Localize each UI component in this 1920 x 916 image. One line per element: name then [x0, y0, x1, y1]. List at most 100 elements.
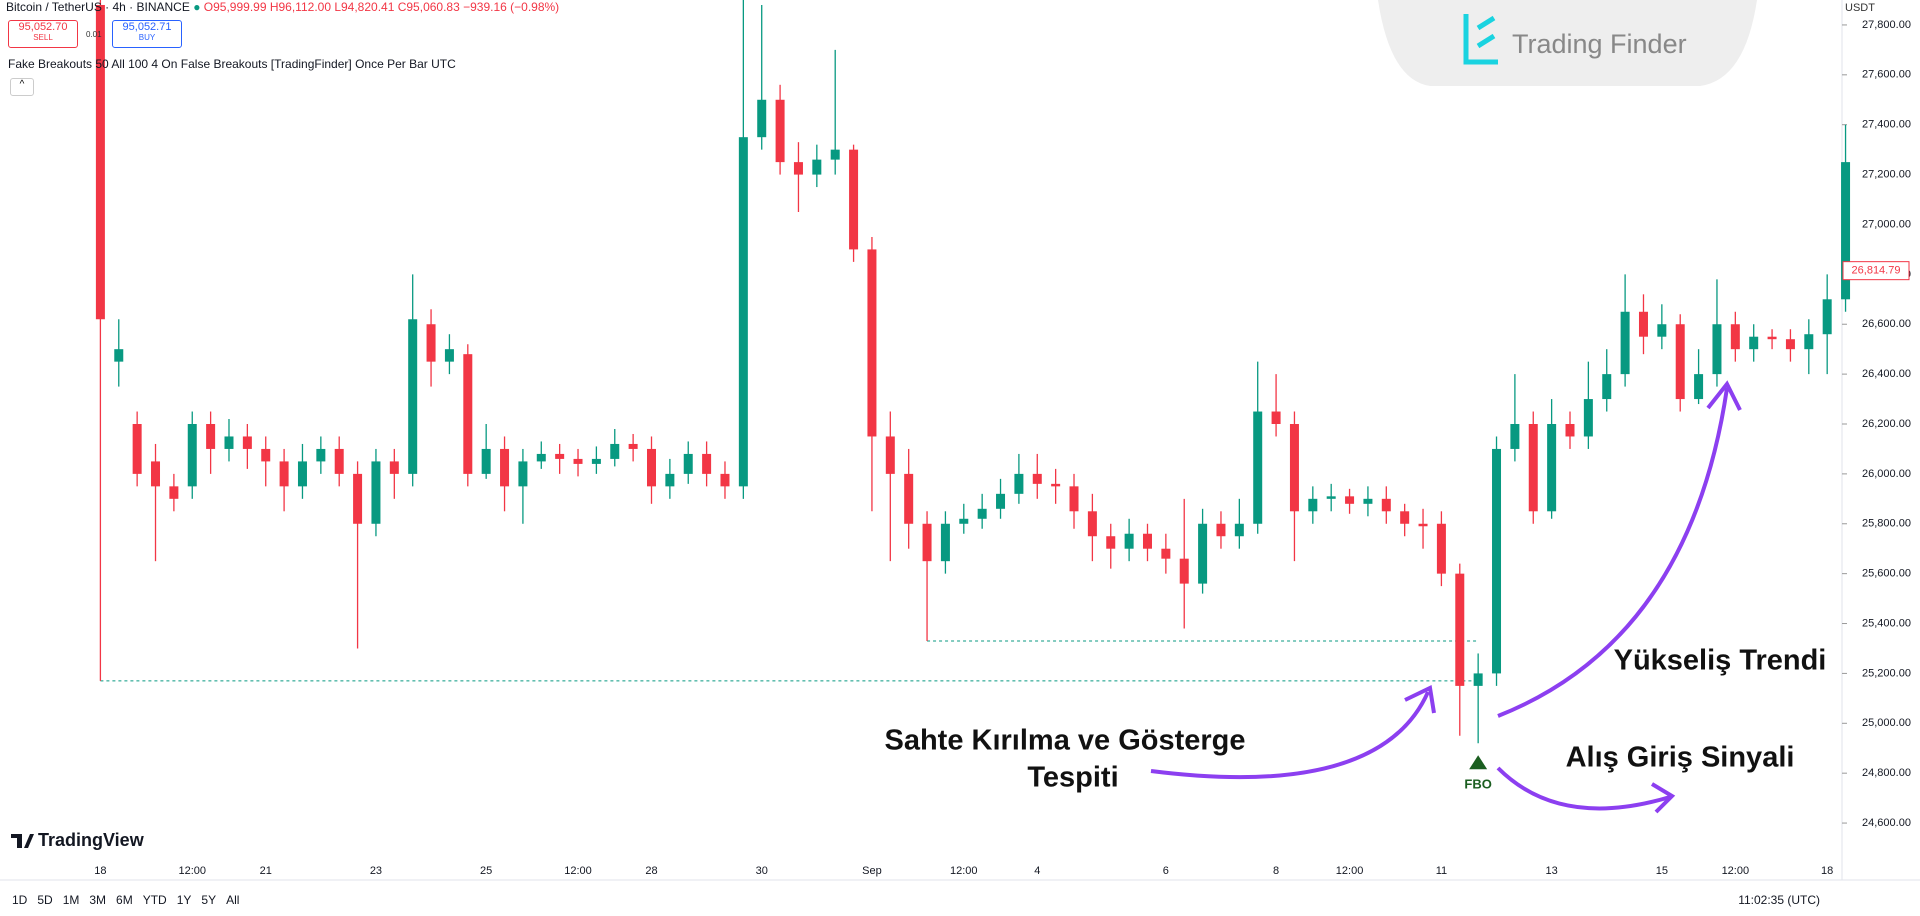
candle-body [573, 458, 583, 464]
candle-body [775, 99, 785, 163]
x-tick-label: 12:00 [950, 865, 978, 877]
candle-body [1473, 673, 1483, 686]
x-tick-label: 12:00 [178, 865, 206, 877]
candle-body [1161, 548, 1171, 559]
candle-body [242, 436, 252, 449]
candle-body [702, 453, 712, 474]
candle-body [1326, 496, 1336, 499]
candle-body [1730, 324, 1740, 350]
arrowhead [1706, 380, 1742, 411]
candle-body [830, 149, 840, 160]
y-tick-label: 25,200.00 [1862, 667, 1911, 679]
candle-body [261, 448, 271, 462]
y-tick-label: 25,600.00 [1862, 568, 1911, 580]
candle-body [665, 473, 675, 487]
candle-body [555, 453, 565, 459]
arrows [1150, 380, 1742, 814]
range-button[interactable]: 5D [37, 893, 53, 907]
candle-body [940, 523, 950, 562]
y-tick-label: 24,800.00 [1862, 767, 1911, 779]
candle-body [389, 461, 399, 474]
last-price-label: 26,814.79 [1852, 265, 1901, 277]
candle-body [812, 159, 822, 175]
range-button[interactable]: 1D [12, 893, 28, 907]
candle-body [793, 162, 803, 175]
x-tick-label: 8 [1273, 865, 1279, 877]
range-button[interactable]: 3M [89, 893, 107, 907]
candle-body [444, 349, 454, 362]
candle-body [536, 453, 546, 462]
candle-body [1602, 374, 1612, 400]
x-tick-label: 4 [1034, 865, 1040, 877]
candle-body [1345, 496, 1355, 504]
x-tick-label: 23 [370, 865, 382, 877]
x-tick-label: Sep [862, 865, 882, 877]
y-tick-label: 25,400.00 [1862, 617, 1911, 629]
candle-body [959, 518, 969, 524]
y-tick-label: 26,600.00 [1862, 318, 1911, 330]
y-tick-label: 25,000.00 [1862, 717, 1911, 729]
x-tick-label: 15 [1656, 865, 1668, 877]
candle-body [977, 508, 987, 519]
range-button[interactable]: All [226, 893, 240, 907]
annotation: Tespiti [1027, 762, 1118, 794]
arrowhead [1404, 685, 1436, 714]
x-tick-label: 11 [1436, 865, 1447, 877]
candle-body [1804, 334, 1814, 350]
candle-body [849, 149, 859, 250]
candle-body [1492, 448, 1502, 674]
candle-body [996, 493, 1006, 509]
x-tick-label: 30 [756, 865, 768, 877]
collapse-button[interactable]: ^ [10, 78, 34, 96]
candle-body [1822, 299, 1832, 335]
candle-body [1032, 473, 1042, 484]
x-tick-label: 18 [1821, 865, 1833, 877]
candle-body [353, 473, 363, 524]
range-button[interactable]: YTD [142, 893, 167, 907]
candle-body [1363, 498, 1373, 504]
indicator: Fake Breakouts 50 All 100 4 On False Bre… [8, 57, 456, 71]
candle-body [1694, 374, 1704, 400]
buy-button[interactable]: 95,052.71 BUY [112, 20, 182, 48]
candle-body [1400, 511, 1410, 524]
y-tick-label: 27,800.00 [1862, 19, 1911, 31]
candle-body [206, 424, 216, 449]
candle-body [408, 319, 418, 474]
candle-body [187, 424, 197, 487]
range-button[interactable]: 6M [116, 893, 133, 907]
candle-body [904, 473, 914, 524]
range-button[interactable]: 5Y [201, 893, 217, 907]
x-tick-label: 12:00 [1336, 865, 1364, 877]
candle-body [132, 424, 142, 474]
logo-text: Trading Finder [1512, 29, 1687, 59]
sell-label: SELL [33, 33, 53, 42]
candle-body [224, 436, 234, 449]
y-tick-label: 27,200.00 [1862, 168, 1911, 180]
annotation: Alış Giriş Sinyali [1566, 742, 1795, 774]
candle-body [151, 461, 161, 487]
currency: USDT [1845, 2, 1875, 14]
candle-body [1785, 339, 1795, 350]
candle-body [1216, 523, 1226, 537]
candle-body [95, 4, 105, 320]
candle-body [169, 486, 179, 499]
annotation: Yükseliş Trendi [1614, 645, 1827, 677]
candle-body [1069, 486, 1079, 512]
spread: 0.01 [86, 30, 102, 39]
range-button[interactable]: 1Y [176, 893, 192, 907]
candle-body [1638, 311, 1648, 337]
candle-body [610, 443, 620, 459]
candle-body [757, 99, 767, 138]
range-button[interactable]: 1M [62, 893, 80, 907]
y-tick-label: 26,000.00 [1862, 468, 1911, 480]
candle-body [1767, 336, 1777, 340]
sell-button[interactable]: 95,052.70 SELL [8, 20, 78, 48]
candle-body [426, 324, 436, 362]
arrow [1496, 766, 1671, 811]
arrow [1150, 691, 1430, 780]
y-tick-label: 25,800.00 [1862, 518, 1911, 530]
buy-price: 95,052.71 [122, 21, 172, 33]
candle-body [114, 349, 124, 362]
y-tick-label: 26,400.00 [1862, 368, 1911, 380]
